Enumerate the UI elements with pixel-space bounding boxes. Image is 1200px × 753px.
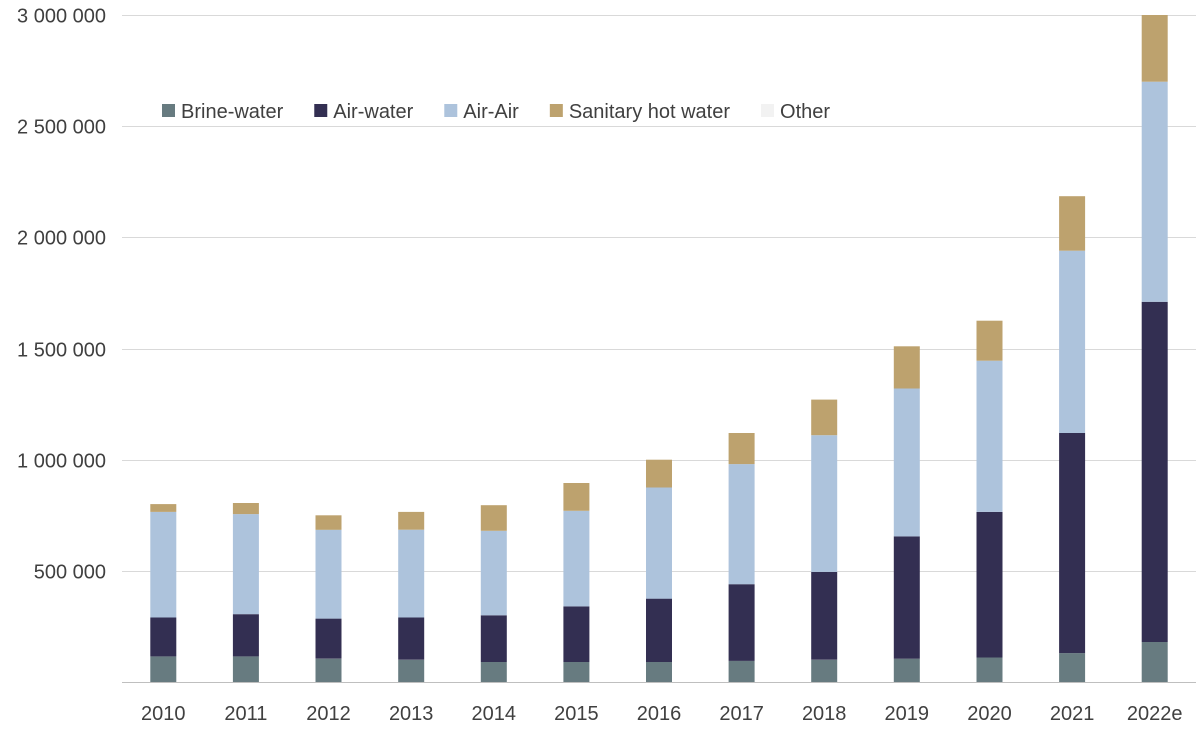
bar-segment-air-air: [563, 510, 590, 607]
bar-segment-air-air: [150, 511, 177, 618]
legend-swatch-air-water: [314, 104, 328, 117]
axes: 500 000 1 000 000 1 500 000 2 000 000 2 500 …: [17, 6, 1196, 725]
bar-segment-brine-water: [1059, 653, 1086, 682]
bar-segment-brine-water: [1141, 642, 1168, 682]
bar-segment-air-air: [232, 514, 259, 615]
x-tick-label: 2011: [224, 703, 267, 725]
bar-segment-sanitary-hot-water: [728, 433, 755, 465]
bar-segment-brine-water: [563, 662, 590, 682]
bar-segment-sanitary-hot-water: [1059, 196, 1086, 251]
bar-segment-sanitary-hot-water: [976, 320, 1003, 361]
x-tick-label: 2012: [306, 703, 351, 725]
bar-segment-air-water: [315, 618, 342, 659]
legend-label: Sanitary hot water: [569, 101, 731, 123]
x-tick-label: 2015: [554, 703, 599, 725]
bar-segment-sanitary-hot-water: [232, 503, 259, 515]
bar-segment-brine-water: [480, 662, 507, 682]
y-tick-label: 1 500 000: [17, 340, 106, 362]
bar-segment-air-air: [398, 529, 425, 618]
y-tick-label: 3 000 000: [17, 6, 106, 28]
grid-lines: [122, 15, 1196, 572]
y-tick-label: 2 000 000: [17, 228, 106, 250]
bar-segment-air-water: [480, 615, 507, 662]
bar-segment-air-water: [563, 606, 590, 662]
bar-segment-air-water: [728, 584, 755, 661]
x-tick-label: 2016: [637, 703, 682, 725]
bar-segment-air-water: [398, 617, 425, 660]
bar-segment-sanitary-hot-water: [893, 346, 920, 389]
y-tick-label: 2 500 000: [17, 117, 106, 139]
x-tick-label: 2019: [885, 703, 930, 725]
x-tick-label: 2020: [967, 703, 1012, 725]
y-tick-label: 1 000 000: [17, 451, 106, 473]
bar-segment-sanitary-hot-water: [1141, 15, 1168, 82]
bar-segment-brine-water: [728, 660, 755, 682]
legend-label: Other: [780, 101, 830, 123]
legend-label: Air-Air: [463, 101, 519, 123]
bar-segment-air-water: [893, 536, 920, 659]
bars: [150, 15, 1168, 682]
legend-label: Brine-water: [181, 101, 284, 123]
bar-segment-air-water: [646, 598, 672, 662]
legend-swatch-air-air: [444, 104, 458, 117]
x-tick-label: 2014: [472, 703, 517, 725]
bar-segment-air-water: [1059, 433, 1086, 654]
bar-segment-brine-water: [811, 659, 838, 682]
bar-segment-air-air: [1059, 250, 1086, 433]
bar-segment-air-water: [232, 614, 259, 657]
bar-segment-brine-water: [976, 657, 1003, 682]
x-tick-label: 2013: [389, 703, 434, 725]
bar-segment-air-air: [976, 360, 1003, 512]
x-tick-label: 2017: [719, 703, 764, 725]
bar-segment-air-air: [1141, 81, 1168, 302]
bar-segment-brine-water: [646, 662, 672, 682]
bar-segment-sanitary-hot-water: [811, 399, 838, 436]
bar-segment-air-air: [315, 529, 342, 619]
legend-label: Air-water: [333, 101, 413, 123]
bar-segment-sanitary-hot-water: [150, 504, 177, 512]
bar-segment-sanitary-hot-water: [563, 483, 590, 511]
legend-swatch-brine-water: [162, 104, 175, 117]
bar-segment-air-water: [976, 511, 1003, 658]
bar-segment-brine-water: [150, 656, 177, 682]
legend-swatch-sanitary-hot-water: [549, 104, 563, 117]
bar-segment-air-air: [811, 435, 838, 572]
bar-segment-sanitary-hot-water: [646, 459, 672, 488]
legend: Brine-water Air-water Air-Air Sanitary hot …: [162, 101, 830, 123]
y-tick-label: 500 000: [34, 562, 106, 584]
x-tick-label: 2022e: [1127, 703, 1183, 725]
bar-segment-brine-water: [232, 656, 259, 682]
bar-segment-air-air: [646, 487, 672, 599]
bar-segment-sanitary-hot-water: [398, 511, 425, 530]
bar-segment-air-air: [728, 464, 755, 585]
bar-segment-sanitary-hot-water: [480, 505, 507, 531]
bar-segment-air-air: [893, 388, 920, 537]
bar-segment-air-water: [811, 571, 838, 660]
bar-segment-brine-water: [315, 658, 342, 682]
legend-swatch-other: [761, 104, 775, 117]
bar-segment-air-water: [150, 617, 177, 657]
x-tick-label: 2018: [802, 703, 847, 725]
x-tick-label: 2021: [1050, 703, 1095, 725]
x-tick-label: 2010: [141, 703, 186, 725]
bar-segment-air-water: [1141, 301, 1168, 642]
bar-segment-brine-water: [398, 659, 425, 682]
bar-segment-sanitary-hot-water: [315, 515, 342, 530]
bar-segment-air-air: [480, 530, 507, 616]
bar-segment-brine-water: [893, 658, 920, 682]
